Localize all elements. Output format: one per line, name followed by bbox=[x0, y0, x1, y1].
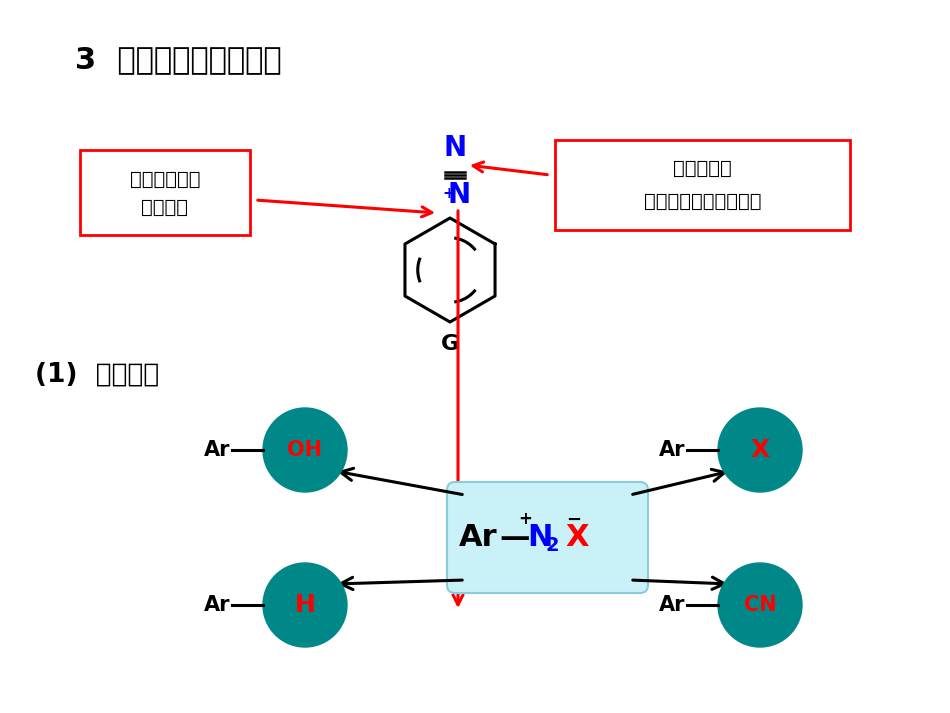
Text: Ar: Ar bbox=[203, 440, 230, 460]
Text: 取代反应: 取代反应 bbox=[142, 198, 188, 217]
Text: 弱亲电试剂，偶联反应: 弱亲电试剂，偶联反应 bbox=[644, 192, 761, 211]
Text: N: N bbox=[527, 523, 553, 552]
Text: H: H bbox=[294, 593, 315, 617]
Text: 3  芳香族重氮盐的性质: 3 芳香族重氮盐的性质 bbox=[75, 46, 281, 74]
FancyBboxPatch shape bbox=[80, 150, 250, 235]
Text: Ar: Ar bbox=[203, 595, 230, 615]
Text: (1)  取代反应: (1) 取代反应 bbox=[35, 362, 160, 388]
Text: +: + bbox=[519, 511, 532, 528]
Text: 2: 2 bbox=[545, 536, 560, 555]
Text: Ar: Ar bbox=[658, 440, 685, 460]
Circle shape bbox=[718, 563, 802, 647]
Text: 好的离去基团: 好的离去基团 bbox=[130, 170, 200, 189]
Text: X: X bbox=[565, 523, 589, 552]
Text: −: − bbox=[566, 511, 581, 528]
Text: +: + bbox=[443, 185, 455, 200]
Text: OH: OH bbox=[288, 440, 322, 460]
Text: 叁键的还原: 叁键的还原 bbox=[674, 159, 732, 178]
FancyBboxPatch shape bbox=[555, 140, 850, 230]
Text: Ar: Ar bbox=[459, 523, 498, 552]
Text: N: N bbox=[447, 181, 470, 209]
FancyBboxPatch shape bbox=[447, 482, 648, 593]
Circle shape bbox=[263, 408, 347, 492]
Text: X: X bbox=[750, 438, 770, 462]
Text: CN: CN bbox=[744, 595, 776, 615]
Circle shape bbox=[718, 408, 802, 492]
Text: Ar: Ar bbox=[658, 595, 685, 615]
Text: N: N bbox=[444, 134, 466, 162]
Text: G: G bbox=[441, 334, 459, 354]
Text: —: — bbox=[500, 523, 530, 552]
Circle shape bbox=[263, 563, 347, 647]
